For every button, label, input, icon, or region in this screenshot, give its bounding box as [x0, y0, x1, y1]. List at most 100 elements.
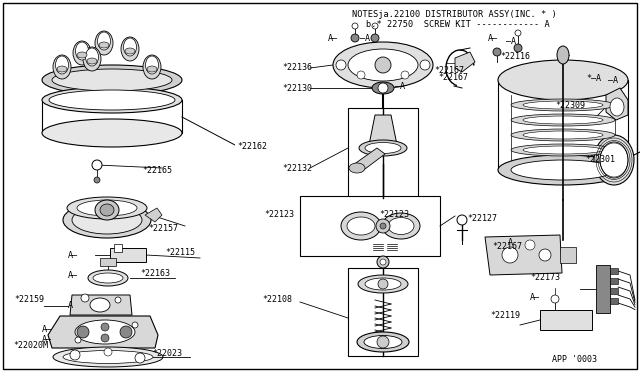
Circle shape	[515, 30, 521, 36]
Circle shape	[378, 83, 388, 93]
Circle shape	[120, 326, 132, 338]
Circle shape	[378, 279, 388, 289]
Circle shape	[101, 334, 109, 342]
Ellipse shape	[42, 119, 182, 147]
Ellipse shape	[382, 213, 420, 239]
Ellipse shape	[145, 56, 159, 74]
Text: *22162: *22162	[237, 141, 267, 151]
Ellipse shape	[557, 46, 569, 64]
Bar	[100, 258, 116, 266]
Ellipse shape	[83, 47, 101, 71]
Ellipse shape	[100, 204, 114, 216]
Ellipse shape	[511, 114, 615, 126]
Ellipse shape	[73, 41, 91, 65]
Circle shape	[380, 223, 386, 229]
Ellipse shape	[341, 212, 381, 240]
Circle shape	[376, 219, 390, 233]
Bar	[610, 288, 618, 294]
Ellipse shape	[523, 101, 603, 109]
Polygon shape	[48, 316, 158, 348]
Circle shape	[94, 177, 100, 183]
Circle shape	[75, 337, 81, 343]
Ellipse shape	[511, 129, 615, 141]
Bar	[235, 138, 295, 152]
Text: *22127: *22127	[467, 214, 497, 222]
Text: APP '0003: APP '0003	[552, 356, 597, 365]
Text: *22301: *22301	[585, 154, 615, 164]
Ellipse shape	[63, 202, 151, 238]
Text: *22163: *22163	[140, 269, 170, 279]
Circle shape	[380, 259, 386, 265]
Circle shape	[132, 322, 138, 328]
Circle shape	[514, 44, 522, 52]
Ellipse shape	[347, 217, 375, 235]
Polygon shape	[353, 148, 385, 172]
Ellipse shape	[53, 347, 163, 367]
Ellipse shape	[511, 99, 615, 111]
Ellipse shape	[53, 55, 71, 79]
Ellipse shape	[93, 273, 123, 283]
Ellipse shape	[77, 52, 87, 58]
Text: A—: A—	[42, 326, 52, 334]
Ellipse shape	[594, 135, 634, 185]
Circle shape	[101, 323, 109, 331]
Ellipse shape	[358, 275, 408, 293]
Ellipse shape	[121, 37, 139, 61]
Circle shape	[135, 353, 145, 363]
Polygon shape	[369, 115, 397, 145]
Bar	[610, 268, 618, 274]
Ellipse shape	[72, 206, 142, 234]
Text: —A: —A	[608, 76, 618, 84]
Bar	[348, 108, 418, 198]
Text: A: A	[68, 301, 73, 311]
Text: A—: A—	[530, 294, 540, 302]
Ellipse shape	[333, 42, 433, 88]
Ellipse shape	[372, 82, 394, 94]
Circle shape	[352, 23, 358, 29]
Text: *22157: *22157	[148, 224, 178, 232]
Text: *22023: *22023	[152, 350, 182, 359]
Ellipse shape	[42, 65, 182, 95]
Circle shape	[377, 256, 389, 268]
Bar	[110, 248, 146, 262]
Bar	[540, 310, 592, 330]
Ellipse shape	[52, 69, 172, 91]
Text: A: A	[508, 237, 513, 247]
Circle shape	[539, 249, 551, 261]
Text: A—: A—	[328, 33, 338, 42]
Circle shape	[401, 71, 409, 79]
Text: *22167: *22167	[434, 65, 464, 74]
Polygon shape	[485, 235, 562, 275]
Circle shape	[420, 60, 430, 70]
Ellipse shape	[388, 218, 414, 234]
Text: *22167: *22167	[438, 73, 468, 81]
Ellipse shape	[365, 278, 401, 290]
Ellipse shape	[124, 38, 136, 56]
Ellipse shape	[63, 350, 153, 363]
Text: b.* 22750  SCREW KIT ------------ A: b.* 22750 SCREW KIT ------------ A	[366, 19, 550, 29]
Ellipse shape	[523, 146, 603, 154]
Bar	[610, 278, 618, 284]
Ellipse shape	[143, 55, 161, 79]
Text: —A: —A	[360, 33, 370, 42]
Ellipse shape	[77, 200, 137, 216]
Polygon shape	[455, 52, 475, 72]
Ellipse shape	[56, 56, 68, 74]
Text: *22159: *22159	[14, 295, 44, 305]
Ellipse shape	[49, 90, 175, 110]
Circle shape	[457, 215, 467, 225]
Ellipse shape	[125, 48, 135, 54]
Circle shape	[104, 348, 112, 356]
Bar	[114, 244, 122, 252]
Text: *22132: *22132	[282, 164, 312, 173]
Circle shape	[371, 34, 379, 42]
Ellipse shape	[90, 298, 110, 312]
Ellipse shape	[88, 270, 128, 286]
Circle shape	[502, 247, 518, 263]
Ellipse shape	[97, 32, 111, 50]
Text: A—: A—	[42, 336, 52, 344]
Text: *22116: *22116	[500, 51, 530, 61]
Ellipse shape	[99, 42, 109, 48]
Bar	[560, 247, 576, 263]
Polygon shape	[145, 208, 162, 222]
